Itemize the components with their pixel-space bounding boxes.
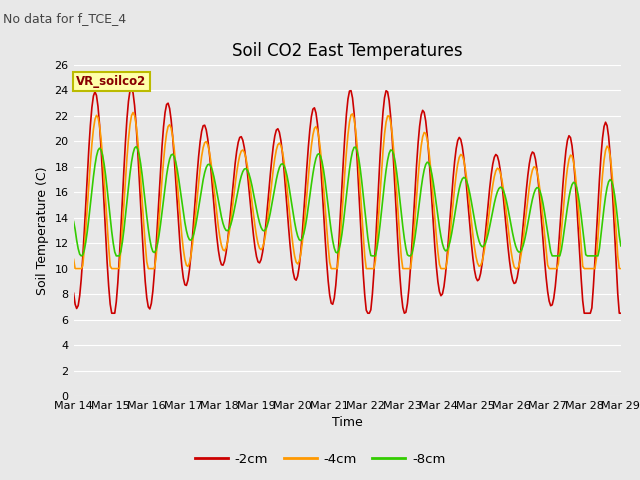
Y-axis label: Soil Temperature (C): Soil Temperature (C) (36, 166, 49, 295)
Text: VR_soilco2: VR_soilco2 (76, 75, 147, 88)
Text: No data for f_TCE_4: No data for f_TCE_4 (3, 12, 126, 25)
X-axis label: Time: Time (332, 417, 363, 430)
Legend: -2cm, -4cm, -8cm: -2cm, -4cm, -8cm (189, 447, 451, 471)
Title: Soil CO2 East Temperatures: Soil CO2 East Temperatures (232, 42, 463, 60)
